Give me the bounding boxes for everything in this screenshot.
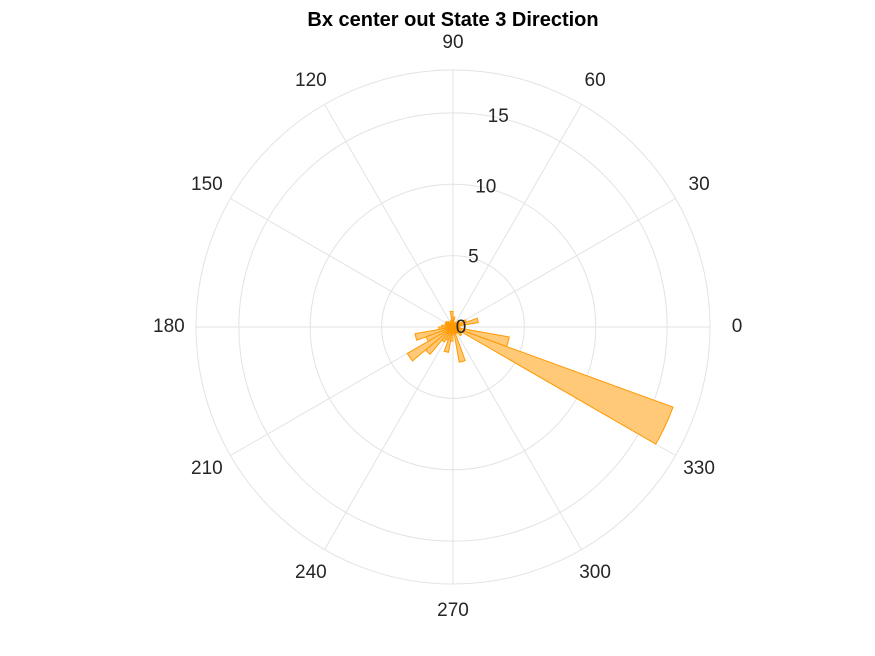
histogram-bar-215 bbox=[406, 326, 454, 362]
theta-tick-label: 270 bbox=[437, 600, 469, 621]
theta-tick-label: 0 bbox=[732, 316, 743, 337]
theta-tick-label: 210 bbox=[191, 458, 223, 479]
radial-ring bbox=[309, 183, 597, 471]
chart-title: Bx center out State 3 Direction bbox=[307, 9, 598, 31]
spoke-line bbox=[324, 104, 454, 328]
histogram-bar-225 bbox=[424, 326, 454, 356]
r-tick-label: 0 bbox=[456, 317, 467, 338]
spoke-line bbox=[230, 198, 454, 328]
histogram-bar-355 bbox=[452, 326, 461, 329]
histogram-bar-265 bbox=[449, 326, 454, 342]
theta-tick-label: 120 bbox=[295, 70, 327, 91]
histogram-bars bbox=[406, 310, 674, 445]
theta-tick-label: 180 bbox=[153, 316, 185, 337]
theta-tick-label: 300 bbox=[579, 562, 611, 583]
theta-tick-label: 60 bbox=[585, 70, 606, 91]
radial-tick-labels: 0 5 10 15 bbox=[456, 106, 509, 338]
theta-tick-label: 330 bbox=[683, 458, 715, 479]
r-tick-label: 5 bbox=[468, 247, 479, 268]
radial-ring bbox=[195, 69, 711, 585]
r-tick-label: 10 bbox=[475, 176, 496, 197]
theta-tick-label: 150 bbox=[191, 174, 223, 195]
radial-ring bbox=[381, 255, 525, 399]
histogram-bar-235 bbox=[441, 326, 454, 343]
theta-tick-label: 90 bbox=[442, 32, 463, 53]
histogram-bar-255 bbox=[443, 326, 454, 353]
spoke-line bbox=[324, 326, 454, 550]
spoke-line bbox=[452, 198, 676, 328]
histogram-bar-335 bbox=[452, 326, 674, 445]
r-tick-label: 15 bbox=[488, 106, 509, 127]
theta-tick-label: 240 bbox=[295, 562, 327, 583]
theta-tick-label: 30 bbox=[689, 174, 710, 195]
spoke-line bbox=[452, 104, 582, 328]
radial-ring bbox=[238, 112, 668, 542]
histogram-bar-285 bbox=[452, 326, 466, 363]
histogram-bar-345 bbox=[452, 326, 510, 348]
